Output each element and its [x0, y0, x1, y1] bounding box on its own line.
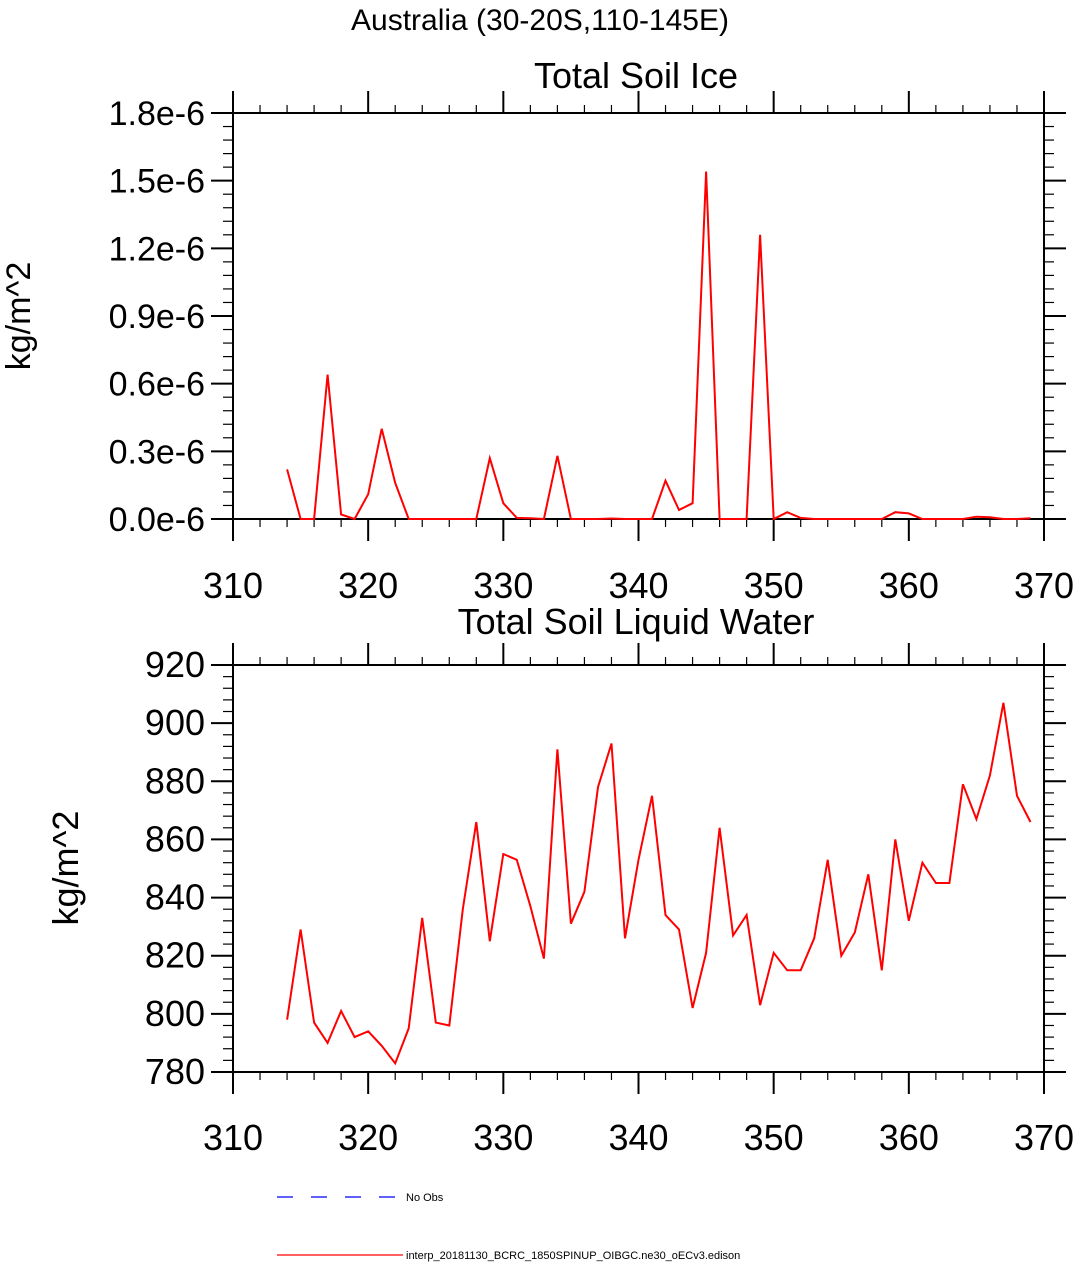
y-tick-label: 920	[145, 644, 205, 685]
x-tick-label: 330	[473, 1117, 533, 1158]
chart-total-soil-ice: Total Soil Ice kg/m^2 310 320 330 340 350 360 37…	[0, 55, 1074, 606]
x-tick-label: 340	[608, 565, 668, 606]
x-tick-label: 320	[338, 1117, 398, 1158]
x-tick-label: 370	[1014, 565, 1074, 606]
y-tick-label: 0.0e-6	[109, 501, 205, 539]
legend-no-obs-label: No Obs	[406, 1192, 444, 1204]
x-tick-label: 320	[338, 565, 398, 606]
y-tick-label: 1.5e-6	[109, 163, 205, 201]
y-tick-label: 0.6e-6	[109, 366, 205, 404]
y-tick-label: 820	[145, 935, 205, 976]
chart-title: Total Soil Ice	[534, 55, 738, 96]
x-tick-label: 360	[879, 565, 939, 606]
y-tick-label: 1.8e-6	[109, 95, 205, 133]
legend-model-label: interp_20181130_BCRC_1850SPINUP_OIBGC.ne…	[406, 1250, 740, 1262]
legend: No Obs interp_20181130_BCRC_1850SPINUP_O…	[277, 1192, 740, 1262]
series-line	[286, 171, 1031, 521]
y-tick-label: 780	[145, 1051, 205, 1092]
x-tick-label: 310	[203, 565, 263, 606]
y-tick-label: 900	[145, 702, 205, 743]
y-axis-label: kg/m^2	[45, 811, 86, 926]
chart-title: Total Soil Liquid Water	[458, 601, 815, 642]
x-tick-label: 330	[473, 565, 533, 606]
x-tick-label: 370	[1014, 1117, 1074, 1158]
y-tick-label: 860	[145, 818, 205, 859]
x-tick-label: 360	[879, 1117, 939, 1158]
x-tick-label: 350	[744, 565, 804, 606]
x-tick-label: 340	[608, 1117, 668, 1158]
y-tick-label: 0.9e-6	[109, 298, 205, 336]
y-tick-label: 800	[145, 993, 205, 1034]
y-tick-label: 880	[145, 760, 205, 801]
series-line	[286, 702, 1032, 1066]
x-tick-label: 310	[203, 1117, 263, 1158]
x-tick-label: 350	[744, 1117, 804, 1158]
figure-title: Australia (30-20S,110-145E)	[351, 4, 729, 37]
y-tick-label: 1.2e-6	[109, 230, 205, 268]
y-tick-label: 0.3e-6	[109, 433, 205, 471]
y-axis-label: kg/m^2	[0, 262, 38, 371]
chart-total-soil-liquid-water: Total Soil Liquid Water kg/m^2 310 320 330 34…	[45, 601, 1074, 1158]
y-tick-label: 840	[145, 877, 205, 918]
